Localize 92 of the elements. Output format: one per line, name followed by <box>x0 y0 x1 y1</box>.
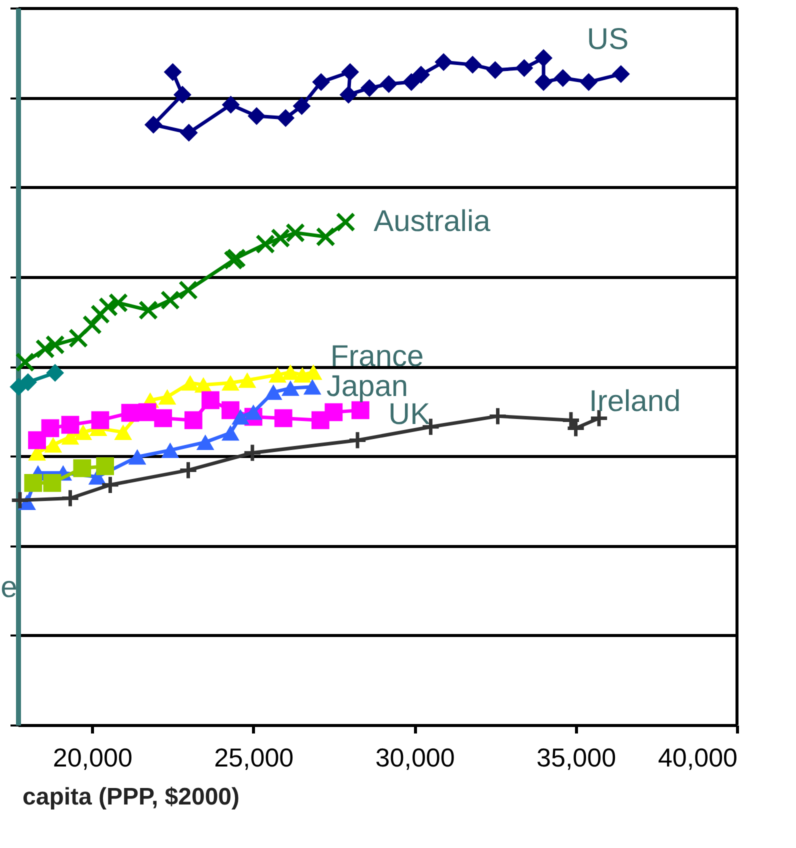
point <box>464 56 482 74</box>
point <box>180 124 198 142</box>
point <box>554 69 572 87</box>
point <box>580 73 598 91</box>
point <box>160 290 180 310</box>
point <box>173 86 192 104</box>
point <box>28 431 46 450</box>
point <box>222 401 240 420</box>
point <box>534 73 552 91</box>
point <box>282 380 300 396</box>
point <box>100 475 120 495</box>
point <box>96 457 114 476</box>
point <box>303 379 322 395</box>
point <box>292 97 311 115</box>
point <box>412 66 430 84</box>
point <box>45 335 65 355</box>
point <box>181 375 200 391</box>
point <box>68 328 88 348</box>
point <box>144 116 162 134</box>
point <box>138 300 158 320</box>
series-label: US <box>586 23 629 56</box>
point <box>158 389 176 405</box>
point <box>161 442 180 458</box>
x-axis-title: capita (PPP, $2000) <box>22 784 240 810</box>
point <box>515 59 534 77</box>
point <box>184 411 202 430</box>
point <box>15 352 35 372</box>
point <box>276 109 295 127</box>
x-tick-label: 30,000 <box>375 742 455 772</box>
point <box>19 373 37 392</box>
point <box>380 75 398 93</box>
point <box>351 401 370 420</box>
point <box>238 372 256 388</box>
point <box>264 384 282 400</box>
point <box>348 430 368 450</box>
point <box>74 424 92 440</box>
point <box>274 409 292 428</box>
point <box>244 404 262 420</box>
text: e <box>0 571 18 604</box>
point <box>41 419 60 438</box>
point <box>90 304 110 324</box>
point <box>202 391 220 410</box>
point <box>242 443 262 463</box>
x-tick-label: 25,000 <box>214 742 294 772</box>
point <box>178 460 198 480</box>
x-tick-label: 35,000 <box>536 742 616 772</box>
point <box>154 409 172 428</box>
point <box>114 424 132 440</box>
point <box>282 364 300 380</box>
point <box>196 434 214 450</box>
point <box>341 63 360 81</box>
point <box>612 65 630 83</box>
point <box>222 375 240 391</box>
point <box>488 406 508 426</box>
series-label: Australia <box>374 205 491 238</box>
point <box>61 416 80 434</box>
point <box>222 96 240 114</box>
point <box>486 61 504 79</box>
point <box>268 367 286 383</box>
point <box>138 403 156 422</box>
point <box>44 437 62 453</box>
point <box>128 449 146 465</box>
point <box>248 107 266 125</box>
point <box>24 474 42 492</box>
x-tick-label: 20,000 <box>52 742 132 772</box>
point <box>336 212 356 232</box>
x-tick-label: 40,000 <box>658 742 738 772</box>
point <box>108 292 128 313</box>
point <box>255 234 276 254</box>
point <box>178 280 198 300</box>
point <box>232 409 250 425</box>
point <box>312 73 330 91</box>
point <box>222 425 240 441</box>
point <box>121 404 140 422</box>
point <box>360 79 378 97</box>
point <box>324 403 343 422</box>
point <box>534 49 552 67</box>
point <box>340 86 358 104</box>
point <box>98 296 118 317</box>
point <box>82 315 102 335</box>
point <box>10 490 30 510</box>
point <box>46 364 64 382</box>
point <box>316 226 336 247</box>
point <box>164 63 182 81</box>
point <box>35 339 55 359</box>
point <box>73 459 92 478</box>
point <box>434 53 453 71</box>
point <box>60 488 80 508</box>
point <box>91 411 110 430</box>
series-label: Ireland <box>589 385 681 418</box>
point <box>43 474 62 492</box>
point <box>402 73 420 91</box>
